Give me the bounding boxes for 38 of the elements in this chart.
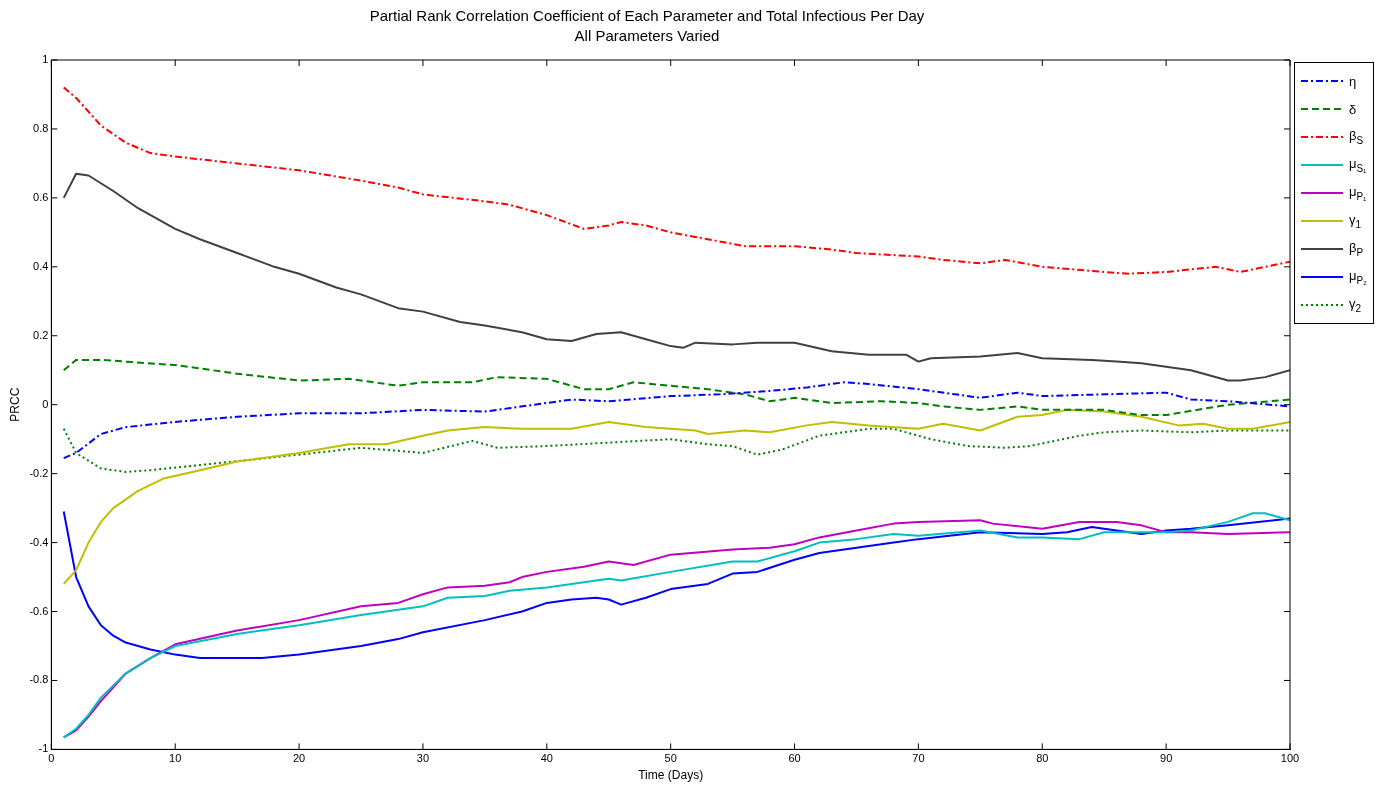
y-tick-label: -0.4	[29, 535, 49, 548]
legend-label: μ$_{P₁}$	[1348, 184, 1367, 202]
x-axis-title: Time (Days)	[638, 768, 704, 783]
y-tick-label: 0	[42, 397, 49, 410]
x-tick-label: 20	[292, 752, 306, 765]
y-tick-label: 1	[42, 53, 49, 66]
y-axis-title: PRCC	[7, 387, 22, 422]
line-series	[62, 427, 1290, 473]
legend-label: β$_{S}$	[1348, 128, 1364, 146]
legend-label: β$_{P}$	[1348, 240, 1364, 258]
x-tick-label: 30	[416, 752, 430, 765]
y-tick-label: -0.2	[29, 466, 49, 479]
x-tick-label: 90	[1160, 752, 1173, 765]
x-tick-label: 100	[1280, 752, 1300, 765]
x-tick-label: 10	[169, 752, 182, 765]
legend-label: δ	[1348, 101, 1357, 117]
y-tick-label: 0.2	[33, 328, 49, 341]
chart-subtitle: All Parameters Varied	[574, 27, 720, 45]
y-tick-label: -0.8	[29, 673, 49, 686]
line-series	[62, 86, 1290, 275]
legend-label: γ$_{1}$	[1348, 212, 1361, 230]
x-tick-label: 40	[540, 752, 553, 765]
y-tick-label: 0.4	[33, 259, 49, 272]
legend-label: η	[1348, 73, 1357, 89]
x-tick-label: 50	[664, 752, 677, 765]
chart-title: Partial Rank Correlation Coefficient of Each Parameter and Total Infectious Per Day	[369, 7, 925, 25]
line-series	[62, 381, 1290, 460]
y-tick-label: 0.8	[33, 121, 49, 134]
legend-label: γ$_{2}$	[1348, 296, 1361, 314]
y-tick-label: -0.6	[29, 604, 49, 617]
x-tick-label: 80	[1036, 752, 1049, 765]
legend-label: μ$_{P₂}$	[1348, 268, 1367, 286]
y-tick-label: -1	[38, 742, 49, 755]
y-tick-label: 0.6	[33, 190, 49, 203]
line-series	[62, 358, 1290, 417]
x-tick-label: 60	[788, 752, 801, 765]
x-tick-label: 70	[912, 752, 925, 765]
legend-label: μ$_{S₁}$	[1348, 156, 1367, 174]
